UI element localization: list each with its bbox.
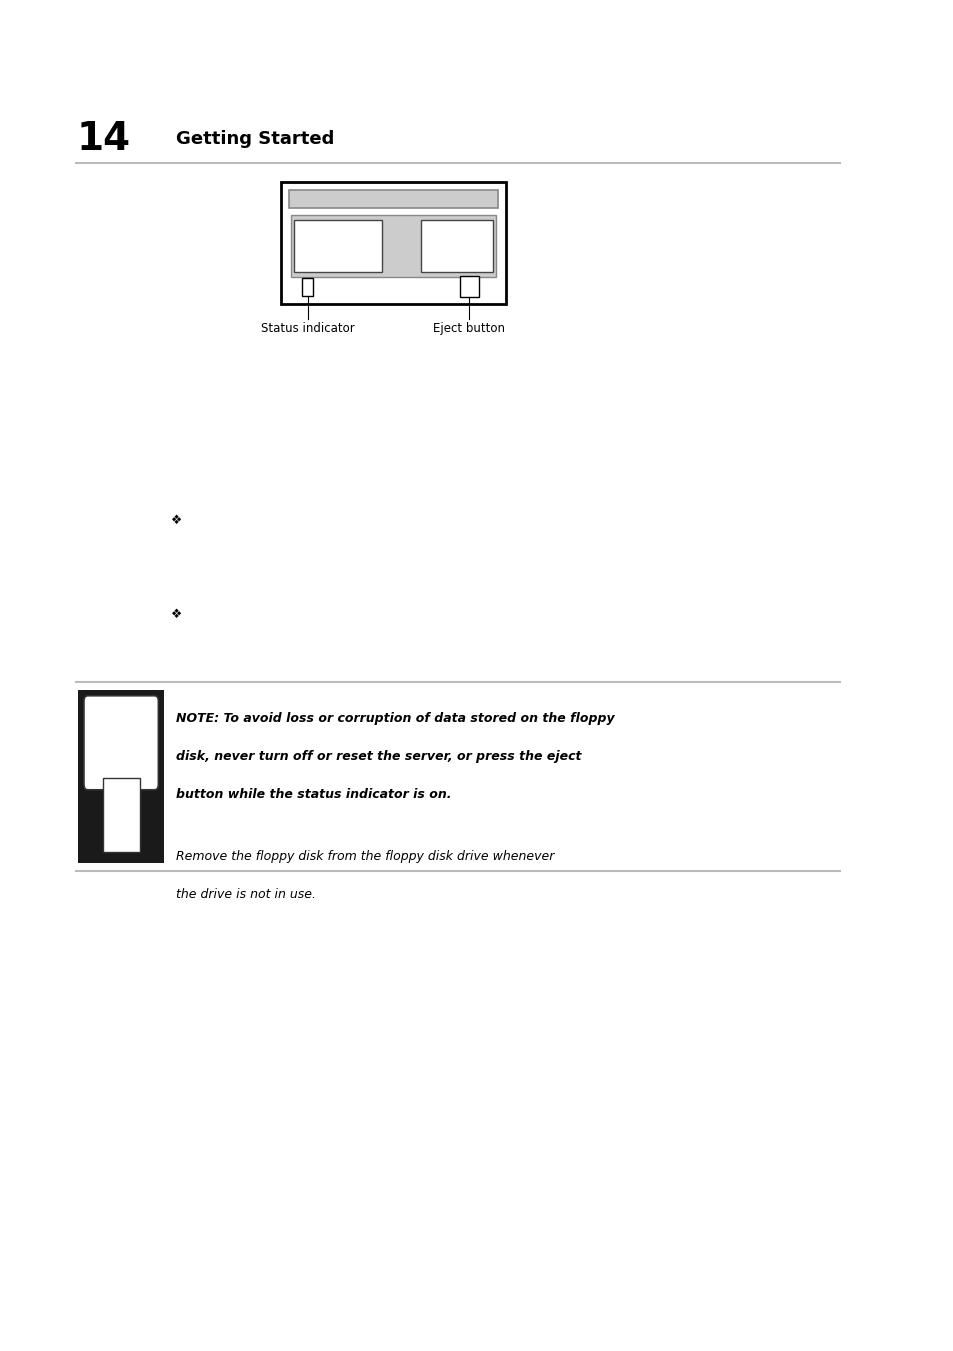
Text: Getting Started: Getting Started bbox=[176, 130, 335, 149]
Text: disk, never turn off or reset the server, or press the eject: disk, never turn off or reset the server… bbox=[176, 750, 581, 763]
FancyBboxPatch shape bbox=[291, 215, 496, 277]
Text: Eject button: Eject button bbox=[433, 322, 505, 335]
FancyBboxPatch shape bbox=[78, 690, 164, 863]
FancyBboxPatch shape bbox=[289, 190, 497, 208]
Text: NOTE: To avoid loss or corruption of data stored on the floppy: NOTE: To avoid loss or corruption of dat… bbox=[176, 712, 615, 725]
Text: Status indicator: Status indicator bbox=[260, 322, 355, 335]
Text: ❖: ❖ bbox=[171, 608, 182, 621]
Text: ❖: ❖ bbox=[171, 513, 182, 527]
FancyBboxPatch shape bbox=[84, 696, 158, 790]
FancyBboxPatch shape bbox=[294, 220, 381, 272]
FancyBboxPatch shape bbox=[421, 220, 493, 272]
Text: 14: 14 bbox=[76, 120, 131, 158]
Text: the drive is not in use.: the drive is not in use. bbox=[176, 888, 316, 901]
Text: Remove the floppy disk from the floppy disk drive whenever: Remove the floppy disk from the floppy d… bbox=[176, 850, 555, 863]
FancyBboxPatch shape bbox=[281, 182, 505, 304]
FancyBboxPatch shape bbox=[302, 278, 313, 296]
FancyBboxPatch shape bbox=[103, 778, 139, 852]
FancyBboxPatch shape bbox=[459, 276, 478, 297]
Text: button while the status indicator is on.: button while the status indicator is on. bbox=[176, 788, 452, 801]
